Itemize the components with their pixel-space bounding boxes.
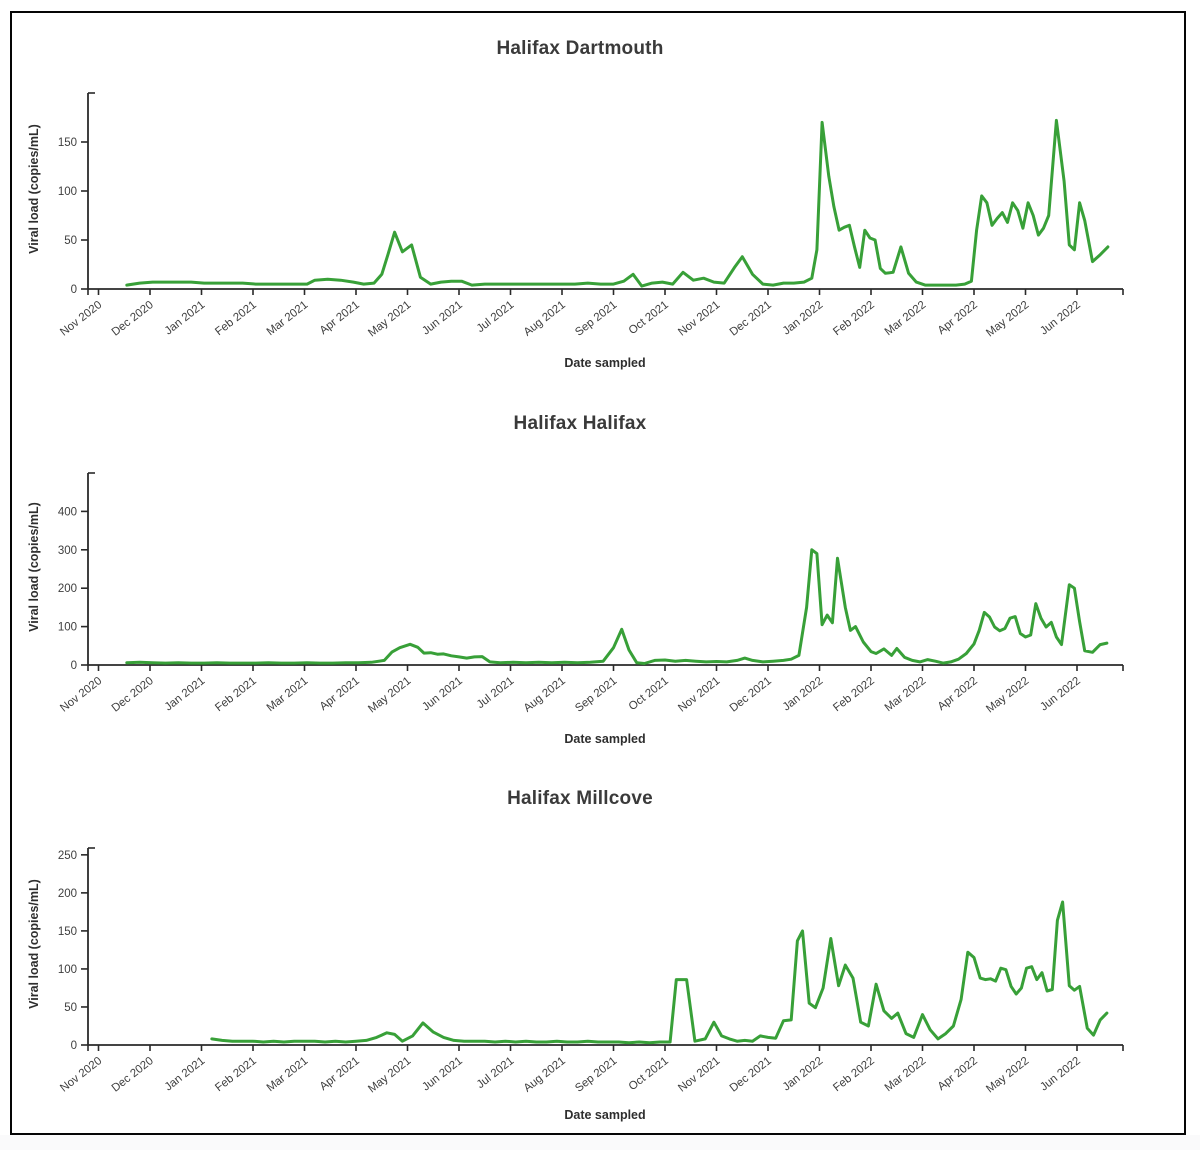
y-tick-label: 50 [64, 235, 77, 247]
chart-title-millcove: Halifax Millcove [507, 788, 653, 809]
x-tick-label: Jul 2021 [475, 1055, 517, 1091]
y-tick-label: 100 [58, 622, 77, 634]
x-tick-label: Mar 2022 [883, 675, 929, 714]
x-tick-label: Jan 2022 [781, 299, 826, 338]
x-tick-label: Feb 2022 [831, 675, 877, 714]
y-tick-label: 150 [58, 137, 77, 149]
x-tick-label: Sep 2021 [573, 675, 619, 715]
x-tick-label: Feb 2021 [213, 1055, 259, 1094]
y-tick-label: 400 [58, 506, 77, 518]
x-tick-label: Feb 2021 [213, 675, 259, 714]
x-tick-label: Jun 2021 [420, 1055, 465, 1094]
x-tick-label: Apr 2021 [318, 299, 362, 337]
y-tick-label: 300 [58, 545, 77, 557]
figure-frame [10, 11, 1186, 1135]
x-tick-label: Jan 2022 [781, 1055, 826, 1094]
y-tick-label: 250 [58, 850, 77, 862]
y-tick-label: 200 [58, 583, 77, 595]
x-tick-label: Jan 2022 [781, 675, 826, 714]
x-tick-label: Jun 2021 [420, 299, 465, 338]
x-tick-label: Jun 2022 [1038, 675, 1083, 714]
x-tick-label: Oct 2021 [627, 299, 671, 337]
x-tick-label: Apr 2022 [936, 675, 980, 713]
x-tick-label: May 2022 [984, 1055, 1031, 1096]
y-tick-label: 150 [58, 926, 77, 938]
y-tick-label: 200 [58, 888, 77, 900]
x-tick-label: Mar 2021 [265, 1055, 311, 1094]
x-tick-label: Oct 2021 [627, 675, 671, 713]
x-tick-label: Dec 2020 [110, 1055, 156, 1095]
y-tick-label: 0 [71, 284, 77, 296]
x-tick-label: May 2022 [984, 675, 1031, 716]
x-tick-label: Dec 2021 [728, 1055, 774, 1095]
x-tick-label: Sep 2021 [573, 1055, 619, 1095]
x-tick-label: Nov 2021 [676, 299, 722, 339]
x-axis-title-halifax: Date sampled [564, 732, 646, 746]
y-axis-title-millcove: Viral load (copies/mL) [27, 879, 41, 1009]
x-tick-label: Sep 2021 [573, 299, 619, 339]
x-tick-label: Mar 2022 [883, 299, 929, 338]
x-tick-label: Jul 2021 [475, 675, 517, 711]
x-tick-label: May 2021 [366, 1055, 413, 1096]
x-tick-label: Oct 2021 [627, 1055, 671, 1093]
x-tick-label: Apr 2021 [318, 1055, 362, 1093]
chart-title-halifax: Halifax Halifax [513, 413, 647, 434]
x-tick-label: Dec 2020 [110, 675, 156, 715]
x-tick-label: Dec 2021 [728, 675, 774, 715]
x-tick-label: Jul 2021 [475, 299, 517, 335]
x-tick-label: Aug 2021 [522, 1055, 568, 1095]
x-tick-label: Jun 2022 [1038, 299, 1083, 338]
y-tick-label: 0 [71, 1040, 77, 1052]
x-tick-label: Jun 2022 [1038, 1055, 1083, 1094]
y-tick-label: 50 [64, 1002, 77, 1014]
x-tick-label: Dec 2020 [110, 299, 156, 339]
chart-title-dartmouth: Halifax Dartmouth [496, 38, 664, 59]
x-axis-title-millcove: Date sampled [564, 1108, 646, 1122]
x-tick-label: Nov 2020 [58, 299, 104, 339]
x-tick-label: May 2022 [984, 299, 1031, 340]
x-tick-label: Apr 2022 [936, 1055, 980, 1093]
x-tick-label: Dec 2021 [728, 299, 774, 339]
x-tick-label: Jan 2021 [163, 1055, 208, 1094]
x-tick-label: Apr 2022 [936, 299, 980, 337]
viral-load-series-line [125, 548, 1109, 665]
x-tick-label: Mar 2021 [265, 675, 311, 714]
x-axis-title-dartmouth: Date sampled [564, 356, 646, 370]
x-tick-label: Jan 2021 [163, 675, 208, 714]
x-tick-label: Feb 2022 [831, 299, 877, 338]
x-tick-label: Mar 2021 [265, 299, 311, 338]
x-tick-label: Aug 2021 [522, 675, 568, 715]
x-tick-label: Feb 2021 [213, 299, 259, 338]
y-tick-label: 100 [58, 964, 77, 976]
viral-load-series-line [125, 118, 1110, 288]
viral-load-series-line [210, 900, 1109, 1045]
x-tick-label: Mar 2022 [883, 1055, 929, 1094]
x-tick-label: Aug 2021 [522, 299, 568, 339]
x-tick-label: Apr 2021 [318, 675, 362, 713]
x-tick-label: Nov 2021 [676, 675, 722, 715]
y-tick-label: 100 [58, 186, 77, 198]
y-axis-title-halifax: Viral load (copies/mL) [27, 502, 41, 632]
x-tick-label: Nov 2021 [676, 1055, 722, 1095]
x-tick-label: Jun 2021 [420, 675, 465, 714]
y-tick-label: 0 [71, 660, 77, 672]
x-tick-label: May 2021 [366, 299, 413, 340]
x-tick-label: Jan 2021 [163, 299, 208, 338]
page-background-strip [0, 1135, 1200, 1150]
x-tick-label: May 2021 [366, 675, 413, 716]
y-axis-title-dartmouth: Viral load (copies/mL) [27, 124, 41, 254]
x-tick-label: Nov 2020 [58, 675, 104, 715]
x-tick-label: Nov 2020 [58, 1055, 104, 1095]
x-tick-label: Feb 2022 [831, 1055, 877, 1094]
